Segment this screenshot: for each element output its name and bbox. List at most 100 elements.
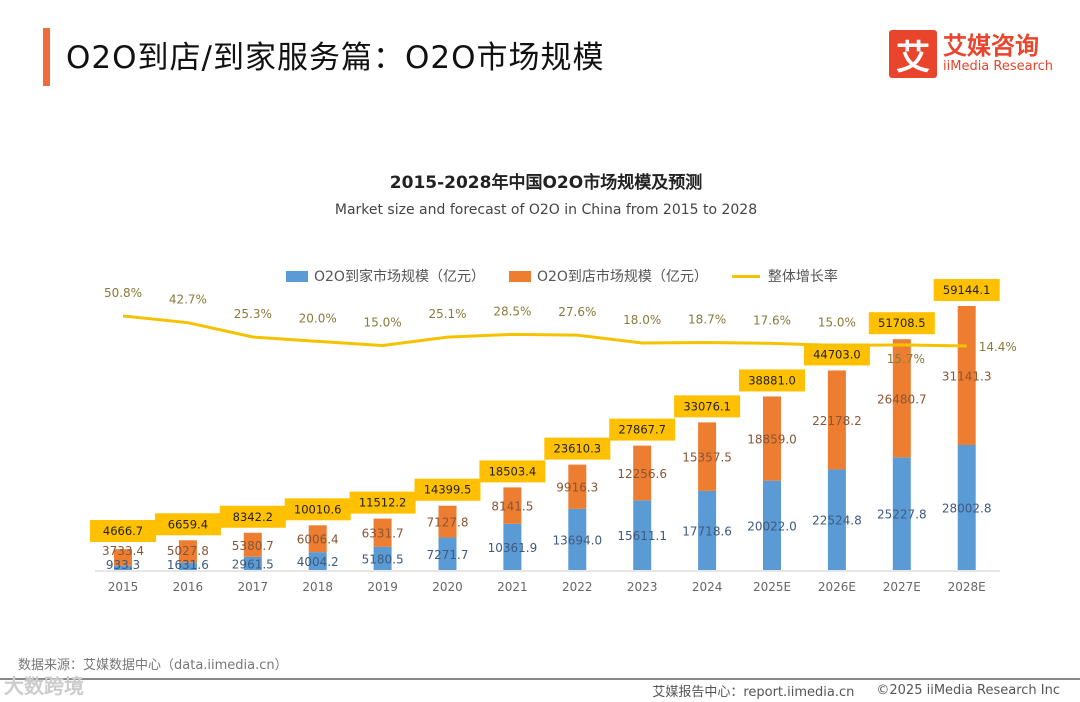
data-label-home: 933.3 [106, 558, 140, 572]
total-label-box [90, 520, 156, 542]
data-label-home: 7271.7 [427, 548, 469, 562]
x-tick-label: 2016 [173, 580, 204, 594]
total-label-box [219, 505, 286, 528]
x-tick-label: 2023 [627, 580, 658, 594]
data-label-home: 13694.0 [552, 533, 602, 547]
total-label-box [739, 369, 805, 392]
bar-home [957, 445, 976, 570]
bar-store [503, 487, 522, 524]
total-label: 11512.2 [359, 496, 407, 510]
data-label-home: 4004.2 [297, 555, 339, 569]
report-center-link[interactable]: 艾媒报告中心：report.iimedia.cn [652, 685, 855, 700]
logo-name-cn: 艾媒咨询 [943, 32, 1039, 60]
legend-swatch-blue [286, 270, 308, 282]
chart-title: 2015-2028年中国O2O市场规模及预测 [389, 173, 703, 193]
growth-line [122, 314, 967, 348]
growth-label: 15.0% [364, 316, 402, 330]
total-label-box [803, 343, 870, 366]
bar-store [633, 445, 652, 501]
footer-divider [0, 678, 1080, 680]
bar-home [243, 556, 262, 570]
growth-label: 20.0% [299, 311, 337, 325]
bar-store [308, 525, 327, 553]
growth-label: 18.7% [688, 312, 726, 326]
total-label: 38881.0 [748, 373, 796, 387]
data-label-store: 12256.6 [617, 467, 667, 481]
x-tick-label: 2026E [818, 580, 856, 594]
legend-label: 整体增长率 [767, 269, 838, 285]
growth-label: 14.4% [979, 340, 1017, 354]
data-label-store: 26480.7 [877, 392, 927, 406]
x-tick-label: 2021 [497, 580, 528, 594]
bar-home [503, 523, 522, 570]
data-label-store: 7127.8 [427, 516, 469, 530]
growth-label: 17.6% [753, 313, 791, 327]
bar-store [438, 505, 457, 538]
bar-home [633, 500, 652, 570]
total-label: 23610.3 [554, 442, 602, 456]
data-label-home: 20022.0 [747, 519, 797, 533]
data-label-store: 5027.8 [167, 544, 209, 558]
data-source: 数据来源：艾媒数据中心（data.iimedia.cn） [18, 658, 288, 673]
data-label-store: 5380.7 [232, 539, 274, 553]
growth-label: 42.7% [169, 293, 207, 307]
growth-label: 50.8% [104, 286, 142, 300]
legend-item-home: O2O到家市场规模（亿元） [286, 266, 485, 286]
data-label-store: 15357.5 [682, 451, 732, 465]
bar-store [114, 549, 132, 566]
legend-swatch-orange [508, 270, 531, 282]
bar-store [178, 540, 197, 563]
page-title: O2O到店/到家服务篇：O2O市场规模 [66, 40, 605, 76]
total-label: 33076.1 [683, 399, 731, 413]
x-tick-label: 2027E [883, 580, 921, 594]
watermark: 大数跨境 [4, 674, 84, 698]
data-label-home: 17718.6 [682, 524, 732, 538]
growth-label: 27.6% [558, 305, 596, 319]
data-label-home: 5180.5 [362, 552, 404, 566]
total-label: 59144.1 [943, 283, 991, 297]
total-label: 6659.4 [168, 517, 208, 531]
data-label-store: 6331.7 [362, 527, 404, 541]
bar-store [568, 464, 587, 509]
total-label-box [479, 460, 546, 483]
data-label-home: 10361.9 [488, 541, 538, 555]
data-label-store: 22178.2 [812, 414, 862, 428]
total-label: 51708.5 [878, 316, 926, 330]
data-label-store: 31141.3 [942, 370, 992, 384]
logo-mark: 艾 [889, 30, 937, 78]
data-label-store: 6006.4 [297, 533, 339, 547]
chart-subtitle: Market size and forecast of O2O in China… [334, 202, 758, 218]
total-label-box [284, 498, 351, 521]
legend-label: O2O到家市场规模（亿元） [314, 269, 485, 285]
total-label: 4666.7 [103, 524, 143, 538]
total-label: 18503.4 [489, 464, 537, 478]
growth-label: 25.3% [234, 307, 272, 321]
total-label-box [154, 513, 221, 536]
x-tick-label: 2019 [367, 580, 398, 594]
data-label-store: 18859.0 [747, 433, 797, 447]
bar-store [827, 370, 846, 470]
bar-store [957, 305, 976, 446]
data-label-store: 9916.3 [556, 481, 598, 495]
bar-home [308, 552, 327, 570]
legend-swatch-line [731, 274, 760, 278]
bar-home [373, 546, 392, 570]
bar-store [373, 518, 392, 547]
data-label-home: 15611.1 [617, 529, 667, 543]
title-accent-bar [43, 28, 50, 86]
bar-home [114, 565, 132, 570]
x-tick-label: 2015 [108, 580, 139, 594]
data-label-store: 3733.4 [102, 544, 144, 558]
x-tick-label: 2018 [302, 580, 333, 594]
growth-label: 28.5% [493, 304, 531, 318]
x-tick-label: 2028E [948, 580, 986, 594]
logo-name-en: iiMedia Research [943, 59, 1054, 74]
iimedia-logo: 艾 艾媒咨询 iiMedia Research [889, 30, 1053, 78]
copyright: ©2025 iiMedia Research Inc [876, 683, 1060, 698]
growth-label: 15.0% [818, 316, 856, 330]
bar-store [698, 422, 717, 491]
total-label: 44703.0 [813, 347, 861, 361]
total-label: 14399.5 [424, 483, 472, 497]
total-label-box [933, 278, 1000, 301]
